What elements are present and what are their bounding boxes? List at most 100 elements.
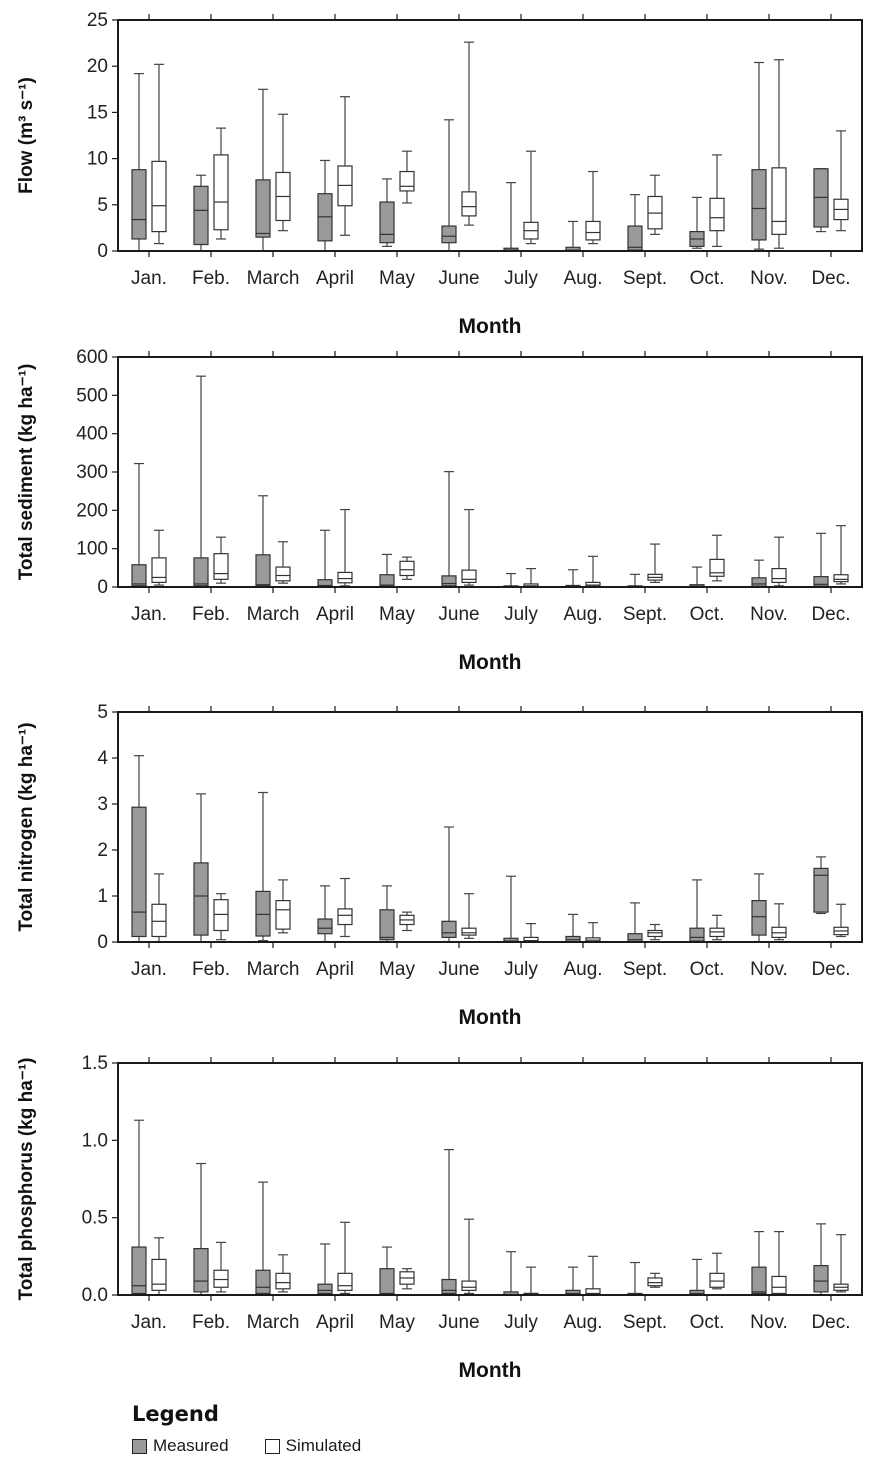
plot-frame: [117, 356, 863, 588]
x-tick-label: June: [438, 1312, 479, 1333]
measured-box: [193, 793, 209, 943]
simulated-box: [213, 1241, 229, 1293]
chart-2: 0 100 200 300 400 500 600 Jan. Feb. March April May…: [16, 347, 863, 674]
measured-box: [317, 529, 333, 588]
legend: Legend Measured Simulated: [132, 1402, 492, 1462]
simulated-box: [709, 1252, 725, 1290]
measured-box: [193, 174, 209, 252]
simulated-box: [771, 59, 787, 249]
x-tick-label: Jan.: [131, 268, 167, 289]
measured-box: [627, 573, 643, 588]
y-tick-label: 1: [97, 886, 108, 907]
box-body: [255, 890, 271, 937]
measured-box: [379, 885, 395, 943]
simulated-box: [399, 1268, 415, 1290]
simulated-box: [709, 154, 725, 247]
simulated-box: [275, 113, 291, 232]
box-body: [151, 1258, 167, 1291]
legend-label-simulated: Simulated: [285, 1436, 362, 1455]
measured-box: [751, 559, 767, 588]
box-body: [585, 220, 601, 241]
simulated-box: [771, 903, 787, 941]
box-body: [213, 553, 229, 580]
simulated-box: [523, 150, 539, 245]
x-tick-label: Sept.: [623, 268, 667, 289]
box-body: [709, 558, 725, 577]
simulated-box: [213, 893, 229, 941]
x-tick-label: Dec.: [811, 959, 850, 980]
box-body: [131, 806, 147, 938]
measured-box: [751, 873, 767, 943]
measured-box: [317, 885, 333, 943]
y-tick-label: 5: [97, 702, 108, 723]
box-body: [771, 567, 787, 583]
x-tick-label: March: [247, 268, 300, 289]
x-tick-label: March: [247, 959, 300, 980]
simulated-box: [833, 1234, 849, 1293]
box-body: [751, 1266, 767, 1295]
x-tick-label: March: [247, 1312, 300, 1333]
box-body: [255, 554, 271, 587]
simulated-box: [523, 1266, 539, 1296]
box-body: [317, 1283, 333, 1295]
x-tick-label: April: [316, 268, 354, 289]
box-body: [751, 899, 767, 936]
measured-box: [627, 194, 643, 252]
box-body: [627, 225, 643, 251]
measured-box: [317, 159, 333, 252]
simulated-box: [461, 41, 477, 226]
simulated-box: [275, 541, 291, 584]
box-body: [647, 1277, 663, 1287]
measured-box: [317, 1243, 333, 1296]
box-body: [193, 862, 209, 936]
x-tick-label: Oct.: [690, 268, 725, 289]
y-tick-label: 3: [97, 794, 108, 815]
y-tick-label: 5: [97, 195, 108, 216]
measured-box: [503, 1251, 519, 1296]
y-tick-label: 0: [97, 241, 108, 262]
simulated-box: [647, 923, 663, 941]
box-body: [255, 179, 271, 238]
measured-box: [565, 1266, 581, 1296]
x-tick-label: April: [316, 959, 354, 980]
box-body: [337, 1272, 353, 1291]
box-body: [213, 899, 229, 932]
box-body: [627, 933, 643, 943]
measured-box: [565, 569, 581, 588]
measured-box: [255, 88, 271, 252]
box-body: [213, 1269, 229, 1288]
simulated-box: [833, 525, 849, 585]
measured-box: [255, 495, 271, 588]
box-body: [461, 927, 477, 936]
measured-box: [255, 791, 271, 942]
box-body: [751, 577, 767, 587]
measured-box: [751, 1230, 767, 1296]
x-tick-label: June: [438, 959, 479, 980]
plot-frame: [117, 711, 863, 943]
y-tick-label: 500: [76, 385, 108, 406]
simulated-box: [213, 536, 229, 584]
simulated-box: [585, 922, 601, 943]
box-body: [833, 574, 849, 583]
simulated-box: [151, 63, 167, 245]
y-tick-label: 0.0: [82, 1285, 108, 1306]
measured-box: [813, 168, 829, 233]
simulated-box: [275, 879, 291, 934]
box-body: [771, 1275, 787, 1295]
measured-box: [627, 1261, 643, 1296]
measured-box: [379, 1246, 395, 1296]
simulated-box: [585, 555, 601, 588]
box-body: [337, 908, 353, 926]
x-tick-label: June: [438, 604, 479, 625]
box-body: [255, 1269, 271, 1295]
box-body: [709, 197, 725, 232]
measured-box: [689, 1258, 705, 1296]
simulated-box: [151, 529, 167, 586]
x-tick-label: April: [316, 604, 354, 625]
y-axis-title: Total phosphorus (kg ha⁻¹): [16, 1058, 37, 1301]
x-tick-label: Nov.: [750, 959, 788, 980]
box-body: [337, 571, 353, 584]
box-body: [441, 225, 457, 244]
box-body: [131, 564, 147, 587]
simulated-box: [399, 911, 415, 932]
